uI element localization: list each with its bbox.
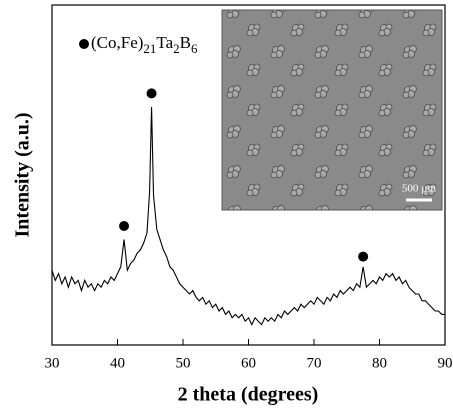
legend-text: Ta <box>156 33 173 52</box>
peak-marker <box>119 221 130 231</box>
y-axis-label: Intensity (a.u.) <box>12 112 34 237</box>
xrd-trace <box>51 106 445 326</box>
inset-micrograph <box>221 9 443 211</box>
legend-subscript: 21 <box>143 41 156 56</box>
x-tick-label: 90 <box>438 355 453 371</box>
x-tick-label: 70 <box>307 355 322 371</box>
peak-marker <box>358 251 369 262</box>
legend-marker <box>79 39 89 49</box>
inset-image: 500 µm <box>221 9 443 211</box>
x-tick-label: 50 <box>176 355 191 371</box>
scale-label: 500 µm <box>402 183 437 195</box>
legend-label: (Co,Fe)21Ta2B6 <box>91 33 198 56</box>
legend-subscript: 2 <box>173 41 180 56</box>
x-tick-label: 80 <box>372 355 387 371</box>
x-tick-label: 30 <box>45 355 60 371</box>
x-axis-label: 2 theta (degrees) <box>178 384 319 406</box>
legend-text: B <box>180 33 191 52</box>
peak-marker <box>146 88 157 99</box>
legend-text: (Co,Fe) <box>91 33 143 52</box>
x-tick-label: 40 <box>110 355 125 371</box>
x-tick-label: 60 <box>241 355 256 371</box>
legend-subscript: 6 <box>191 41 198 56</box>
